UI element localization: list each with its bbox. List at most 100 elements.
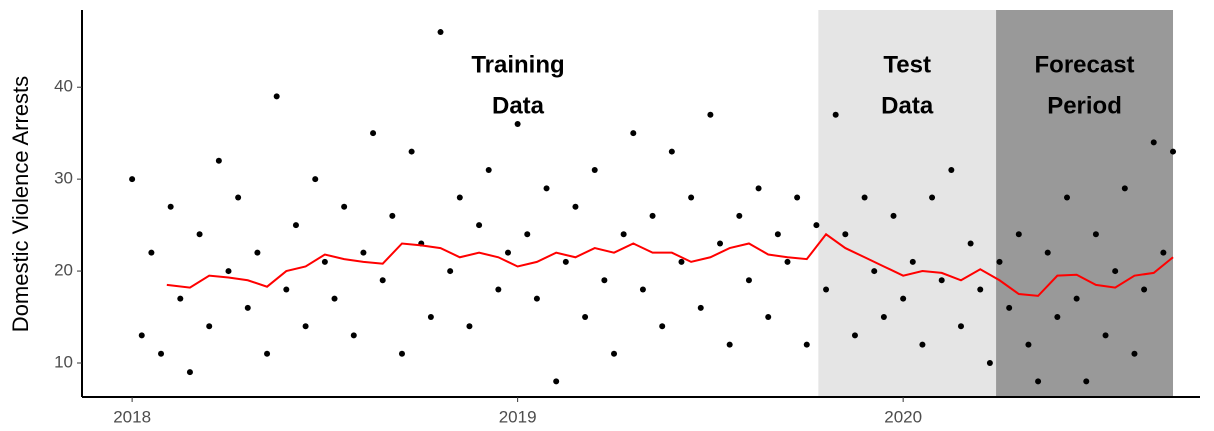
point: [225, 268, 232, 275]
point: [504, 249, 511, 256]
point: [148, 249, 155, 256]
point: [909, 258, 916, 265]
point: [1054, 314, 1061, 321]
point: [986, 359, 993, 366]
point: [186, 369, 193, 376]
point: [158, 350, 165, 357]
point: [794, 194, 801, 201]
x-tick-label: 2020: [884, 407, 922, 426]
point: [1170, 148, 1177, 155]
point: [1073, 295, 1080, 302]
point: [292, 222, 299, 229]
point: [273, 93, 280, 100]
point: [389, 212, 396, 219]
point: [1083, 378, 1090, 385]
point: [948, 166, 955, 173]
point: [851, 332, 858, 339]
y-tick-label: 30: [54, 169, 73, 188]
moving-average: [166, 232, 1174, 297]
point: [1044, 249, 1051, 256]
point: [360, 249, 367, 256]
region: [996, 10, 1174, 397]
point: [408, 148, 415, 155]
point: [572, 203, 579, 210]
point: [938, 277, 945, 284]
point: [620, 231, 627, 238]
point: [466, 323, 473, 330]
point: [717, 240, 724, 247]
point: [562, 258, 569, 265]
point: [919, 341, 926, 348]
point: [235, 194, 242, 201]
point: [514, 120, 521, 127]
point: [813, 222, 820, 229]
point: [1006, 304, 1013, 311]
point: [697, 304, 704, 311]
point: [254, 249, 261, 256]
point: [803, 341, 810, 348]
point: [900, 295, 907, 302]
point: [312, 176, 319, 183]
point: [957, 323, 964, 330]
point: [967, 240, 974, 247]
point: [977, 286, 984, 293]
point: [688, 194, 695, 201]
point: [601, 277, 608, 284]
point: [861, 194, 868, 201]
point: [350, 332, 357, 339]
x-tick-label: 2018: [113, 407, 151, 426]
point: [1112, 268, 1119, 275]
point: [774, 231, 781, 238]
point: [215, 157, 222, 164]
point: [129, 176, 136, 183]
annotation: Data: [881, 92, 934, 119]
point: [784, 258, 791, 265]
point: [1102, 332, 1109, 339]
annotation: Test: [883, 51, 931, 78]
point: [745, 277, 752, 284]
point: [437, 29, 444, 36]
point: [379, 277, 386, 284]
point: [736, 212, 743, 219]
point: [823, 286, 830, 293]
point: [167, 203, 174, 210]
point: [138, 332, 145, 339]
y-tick-label: 40: [54, 77, 73, 96]
point: [533, 295, 540, 302]
point: [524, 231, 531, 238]
point: [196, 231, 203, 238]
point: [582, 314, 589, 321]
point: [495, 286, 502, 293]
point: [765, 314, 772, 321]
annotation: Data: [492, 92, 545, 119]
annotation: Forecast: [1035, 51, 1135, 78]
point: [929, 194, 936, 201]
point: [726, 341, 733, 348]
point: [321, 258, 328, 265]
point: [1150, 139, 1157, 146]
point: [707, 111, 714, 118]
point: [206, 323, 213, 330]
point: [264, 350, 271, 357]
point: [871, 268, 878, 275]
point: [996, 258, 1003, 265]
annotation: Period: [1047, 92, 1122, 119]
point: [591, 166, 598, 173]
y-tick-label: 10: [54, 352, 73, 371]
region: [818, 10, 997, 397]
point: [398, 350, 405, 357]
point: [427, 314, 434, 321]
point: [485, 166, 492, 173]
point: [1063, 194, 1070, 201]
point: [880, 314, 887, 321]
point: [1141, 286, 1148, 293]
point: [890, 212, 897, 219]
point: [649, 212, 656, 219]
point: [177, 295, 184, 302]
point: [668, 148, 675, 155]
point: [283, 286, 290, 293]
point: [832, 111, 839, 118]
point: [331, 295, 338, 302]
point: [341, 203, 348, 210]
